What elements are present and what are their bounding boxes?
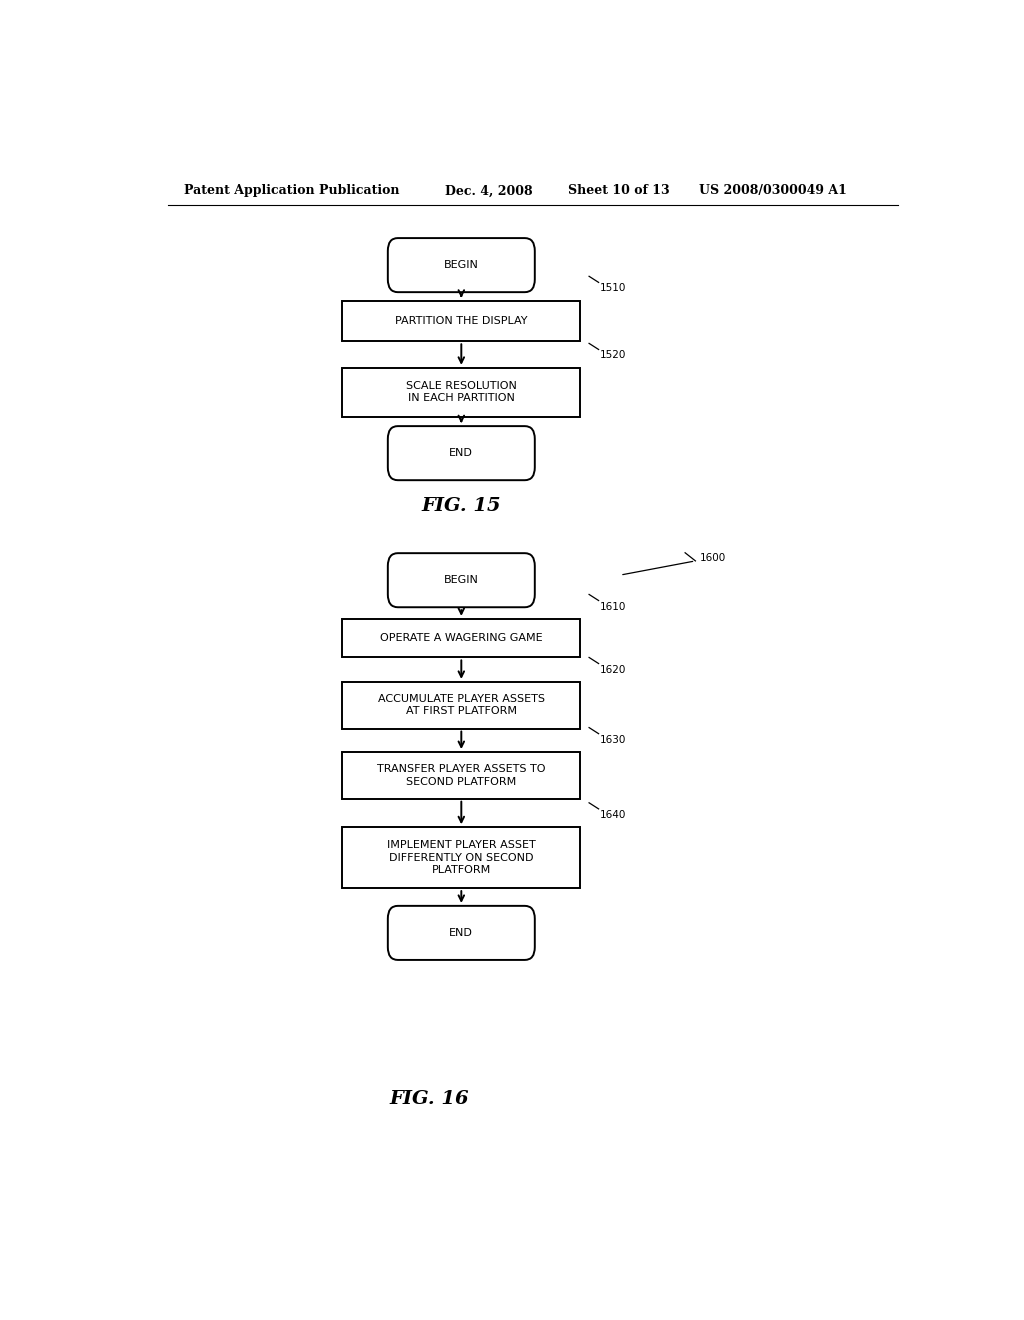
Text: 1610: 1610 [599, 602, 626, 611]
Bar [342, 828, 581, 888]
Text: 1520: 1520 [599, 351, 626, 360]
Text: TRANSFER PLAYER ASSETS TO
SECOND PLATFORM: TRANSFER PLAYER ASSETS TO SECOND PLATFOR… [377, 764, 546, 787]
Text: BEGIN: BEGIN [443, 576, 479, 585]
Text: Sheet 10 of 13: Sheet 10 of 13 [568, 185, 670, 198]
FancyBboxPatch shape [388, 553, 535, 607]
Bar [342, 301, 581, 342]
Text: SCALE RESOLUTION
IN EACH PARTITION: SCALE RESOLUTION IN EACH PARTITION [406, 381, 517, 404]
Text: 1640: 1640 [599, 810, 626, 820]
FancyBboxPatch shape [388, 426, 535, 480]
Bar [342, 752, 581, 799]
Text: PARTITION THE DISPLAY: PARTITION THE DISPLAY [395, 315, 527, 326]
Text: END: END [450, 449, 473, 458]
Text: 1510: 1510 [599, 284, 626, 293]
Bar [342, 368, 581, 417]
Text: 1630: 1630 [599, 735, 626, 744]
Text: BEGIN: BEGIN [443, 260, 479, 271]
FancyBboxPatch shape [388, 238, 535, 292]
Text: FIG. 15: FIG. 15 [422, 498, 501, 515]
Text: Dec. 4, 2008: Dec. 4, 2008 [445, 185, 534, 198]
Text: 1600: 1600 [699, 553, 726, 562]
Text: ACCUMULATE PLAYER ASSETS
AT FIRST PLATFORM: ACCUMULATE PLAYER ASSETS AT FIRST PLATFO… [378, 694, 545, 717]
Text: Patent Application Publication: Patent Application Publication [183, 185, 399, 198]
Text: US 2008/0300049 A1: US 2008/0300049 A1 [699, 185, 847, 198]
Bar [342, 682, 581, 729]
Text: END: END [450, 928, 473, 939]
Text: FIG. 16: FIG. 16 [390, 1089, 469, 1107]
Text: OPERATE A WAGERING GAME: OPERATE A WAGERING GAME [380, 634, 543, 643]
FancyBboxPatch shape [388, 906, 535, 960]
Text: 1620: 1620 [599, 664, 626, 675]
Bar [342, 619, 581, 657]
Text: IMPLEMENT PLAYER ASSET
DIFFERENTLY ON SECOND
PLATFORM: IMPLEMENT PLAYER ASSET DIFFERENTLY ON SE… [387, 841, 536, 875]
